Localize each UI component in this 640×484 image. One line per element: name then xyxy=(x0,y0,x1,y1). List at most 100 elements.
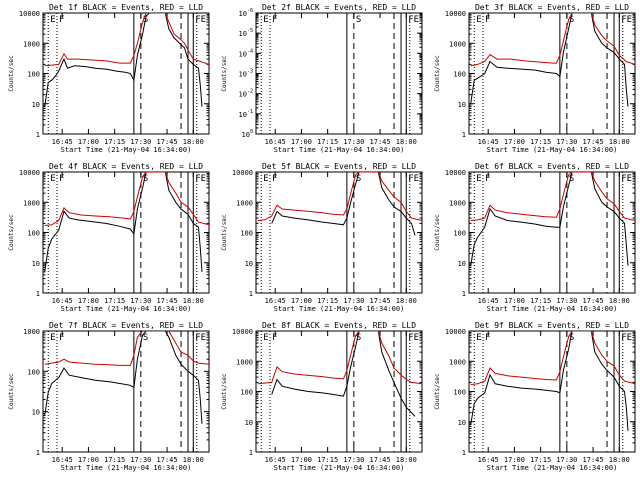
plot-frame xyxy=(468,12,636,135)
y-axis-label: Counts/sec xyxy=(221,214,228,251)
x-tick-label: 17:30 xyxy=(343,297,364,305)
plot-frame xyxy=(42,330,210,453)
y-tick-label: 10 xyxy=(32,260,40,268)
y-tick-label: 10000 xyxy=(232,328,253,336)
x-tick-label: 17:30 xyxy=(343,456,364,464)
x-axis-label: Start Time (21-May-04 16:34:00) xyxy=(487,305,618,313)
y-tick-label: 1000 xyxy=(449,358,466,366)
series-line-lld xyxy=(44,13,209,67)
y-axis-label: Counts/sec xyxy=(434,373,441,410)
series-line-events xyxy=(470,13,629,107)
x-tick-label: 17:15 xyxy=(530,138,551,146)
y-tick-label: 10-1 xyxy=(239,109,253,119)
x-tick-label: 17:00 xyxy=(291,138,312,146)
x-tick-label: 16:45 xyxy=(478,138,499,146)
panel-title: Det 7f BLACK = Events, RED = LLD xyxy=(49,321,203,330)
panel-det-6: Det 6f BLACK = Events, RED = LLD Counts/s… xyxy=(434,162,636,313)
x-tick-label: 18:00 xyxy=(396,456,417,464)
x-tick-label: 17:15 xyxy=(104,297,125,305)
y-tick-label: 10000 xyxy=(19,10,40,18)
series-line-lld xyxy=(44,172,209,226)
y-tick-label: 10 xyxy=(458,101,466,109)
event-marker-label: F xyxy=(59,333,64,343)
panel-title: Det 9f BLACK = Events, RED = LLD xyxy=(475,321,629,330)
y-tick-label: 1 xyxy=(249,290,253,298)
y-tick-label: 1000 xyxy=(23,40,40,48)
event-marker-label: S xyxy=(143,174,148,184)
y-tick-label: 100 xyxy=(27,368,40,376)
y-tick-label: 100 xyxy=(27,71,40,79)
x-tick-label: 17:45 xyxy=(157,138,178,146)
event-marker-label: F xyxy=(59,15,64,25)
y-tick-label: 1 xyxy=(36,290,40,298)
series-line-lld xyxy=(470,172,635,221)
x-axis-label: Start Time (21-May-04 16:34:00) xyxy=(274,146,405,154)
x-tick-label: 17:00 xyxy=(78,297,99,305)
series-line-lld xyxy=(44,331,209,366)
series-line-events xyxy=(271,172,416,236)
event-marker-label: FE xyxy=(195,333,206,343)
x-axis-label: Start Time (21-May-04 16:34:00) xyxy=(61,146,192,154)
event-marker-label: E xyxy=(50,15,55,25)
plot-frame xyxy=(255,12,423,135)
y-tick-exponent: -6 xyxy=(247,8,253,14)
x-tick-label: 17:00 xyxy=(291,297,312,305)
y-tick-label: 10 xyxy=(32,409,40,417)
x-axis-label: Start Time (21-May-04 16:34:00) xyxy=(61,464,192,472)
y-tick-label: 100 xyxy=(27,230,40,238)
event-marker-label: E xyxy=(50,174,55,184)
x-tick-label: 18:00 xyxy=(396,138,417,146)
event-marker-label: F xyxy=(485,333,490,343)
x-tick-label: 17:15 xyxy=(104,138,125,146)
y-tick-label: 100 xyxy=(242,129,253,139)
x-axis-label: Start Time (21-May-04 16:34:00) xyxy=(61,305,192,313)
y-tick-label: 10000 xyxy=(19,169,40,177)
y-tick-label: 10000 xyxy=(445,328,466,336)
y-tick-label: 10000 xyxy=(232,169,253,177)
x-tick-label: 17:30 xyxy=(556,138,577,146)
series-line-events xyxy=(470,331,629,431)
event-marker-label: FE xyxy=(621,174,632,184)
event-marker-label: FE xyxy=(408,174,419,184)
x-tick-label: 17:45 xyxy=(583,138,604,146)
y-axis-label: Counts/sec xyxy=(221,373,228,410)
x-tick-label: 16:45 xyxy=(478,456,499,464)
x-tick-label: 18:00 xyxy=(396,297,417,305)
panel-det-4: Det 4f BLACK = Events, RED = LLD Counts/s… xyxy=(8,162,210,313)
event-marker-label: FE xyxy=(195,174,206,184)
y-tick-label: 10000 xyxy=(445,169,466,177)
y-tick-exponent: -4 xyxy=(247,48,253,54)
x-tick-label: 18:00 xyxy=(609,138,630,146)
x-tick-label: 17:30 xyxy=(343,138,364,146)
event-marker-label: F xyxy=(59,174,64,184)
x-axis-label: Start Time (21-May-04 16:34:00) xyxy=(274,464,405,472)
x-tick-label: 17:00 xyxy=(504,138,525,146)
y-tick-exponent: -3 xyxy=(247,69,253,75)
x-tick-label: 17:00 xyxy=(78,138,99,146)
series-line-lld xyxy=(257,331,422,385)
y-tick-label: 1 xyxy=(36,449,40,457)
series-line-lld xyxy=(470,331,635,385)
y-tick-exponent: 0 xyxy=(250,129,253,135)
x-tick-label: 17:45 xyxy=(370,456,391,464)
x-tick-label: 16:45 xyxy=(52,456,73,464)
x-axis-label: Start Time (21-May-04 16:34:00) xyxy=(487,146,618,154)
panel-det-7: Det 7f BLACK = Events, RED = LLD Counts/s… xyxy=(8,321,210,472)
y-tick-label: 1000 xyxy=(236,358,253,366)
x-tick-label: 16:45 xyxy=(52,138,73,146)
x-tick-label: 18:00 xyxy=(183,138,204,146)
x-tick-label: 17:30 xyxy=(556,456,577,464)
y-tick-label: 10 xyxy=(245,260,253,268)
y-tick-label: 1000 xyxy=(449,199,466,207)
panel-det-5: Det 5f BLACK = Events, RED = LLD Counts/s… xyxy=(221,162,423,313)
panel-det-1: Det 1f BLACK = Events, RED = LLD Counts/s… xyxy=(8,3,210,154)
x-tick-label: 17:30 xyxy=(130,138,151,146)
x-tick-label: 17:15 xyxy=(317,456,338,464)
y-tick-label: 1 xyxy=(249,449,253,457)
event-marker-label: S xyxy=(569,15,574,25)
x-axis-label: Start Time (21-May-04 16:34:00) xyxy=(487,464,618,472)
x-tick-label: 17:15 xyxy=(104,456,125,464)
y-tick-label: 10 xyxy=(458,419,466,427)
panel-title: Det 4f BLACK = Events, RED = LLD xyxy=(49,162,203,171)
